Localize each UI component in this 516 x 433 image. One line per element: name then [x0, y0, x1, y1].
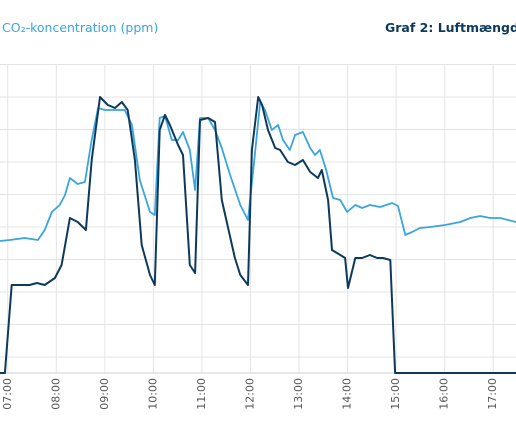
- x-tick-label: 13:00: [292, 378, 305, 410]
- x-tick-label: 12:00: [243, 378, 256, 410]
- x-tick-label: 07:00: [1, 378, 14, 410]
- x-tick-label: 10:00: [146, 378, 159, 410]
- x-tick-label: 11:00: [195, 378, 208, 410]
- x-tick-label: 14:00: [341, 378, 354, 410]
- chart-title: CO₂-koncentration (ppm): [2, 20, 158, 35]
- x-tick-label: 16:00: [438, 378, 451, 410]
- data-line: [0, 101, 516, 242]
- x-tick-label: 17:00: [486, 378, 499, 410]
- chart-subtitle: Graf 2: Luftmængde (: [385, 20, 516, 35]
- x-tick-label: 15:00: [389, 378, 402, 410]
- x-tick-label: 09:00: [98, 378, 111, 410]
- x-tick-label: 08:00: [49, 378, 62, 410]
- data-line: [0, 96, 516, 374]
